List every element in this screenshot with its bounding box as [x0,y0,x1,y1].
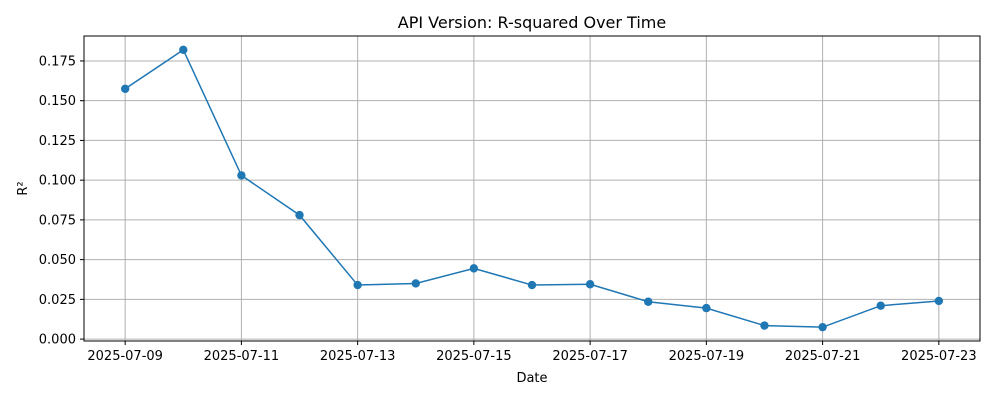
x-tick-label: 2025-07-21 [785,349,861,364]
data-point [295,210,304,220]
data-point [411,279,420,288]
x-tick-label: 2025-07-19 [669,349,745,364]
x-axis-ticks: 2025-07-09 2025-07-11 2025-07-13 2025-07-15… [87,341,977,364]
y-axis-ticks: 0.000 0.025 0.050 0.075 0.100 0.125 0.150 0.175 [39,54,84,348]
y-tick-label: 0.100 [39,174,76,189]
chart-title: API Version: R-squared Over Time [398,13,666,32]
plot-frame [83,35,981,342]
y-tick-label: 0.150 [39,94,76,109]
x-tick-label: 2025-07-13 [320,349,396,364]
data-point [179,45,188,55]
data-point [702,303,711,313]
y-tick-label: 0.125 [39,134,76,149]
data-point [120,84,130,93]
y-tick-label: 0.000 [39,333,76,348]
y-tick-label: 0.075 [39,213,76,228]
x-axis-label: Date [516,371,547,386]
data-point [934,296,944,306]
data-point [644,297,653,306]
data-point [760,321,769,330]
y-tick-label: 0.175 [39,54,76,69]
data-point [876,301,885,310]
data-point [353,280,362,290]
grid [84,36,980,341]
series-group [120,45,944,332]
x-tick-label: 2025-07-23 [901,349,977,364]
data-point [237,171,246,180]
data-point [527,280,537,290]
x-tick-label: 2025-07-15 [436,349,512,364]
x-tick-label: 2025-07-09 [87,349,163,364]
x-tick-label: 2025-07-11 [204,349,280,364]
data-point [585,280,595,289]
x-tick-label: 2025-07-17 [552,349,628,364]
data-point [818,322,827,332]
data-point [469,264,479,273]
y-tick-label: 0.050 [39,253,76,268]
y-tick-label: 0.025 [39,293,76,308]
y-axis-label: R² [16,181,31,195]
